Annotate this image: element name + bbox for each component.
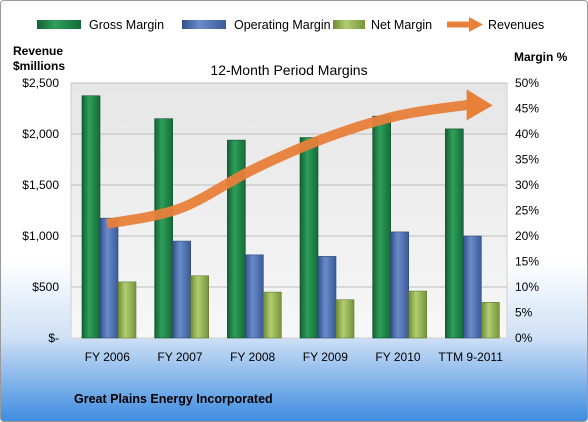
operating-margin-bar: [172, 240, 191, 339]
right-tick-label: 15%: [515, 255, 539, 269]
blue-bar-swatch-icon: [182, 20, 226, 29]
legend: Gross Margin Operating Margin Net Margin…: [37, 17, 544, 32]
company-name: Great Plains Energy Incorporated: [74, 392, 273, 406]
gross-margin-bar: [299, 137, 319, 339]
revenue-series-line: [106, 99, 472, 229]
right-tick-label: 40%: [515, 127, 539, 141]
gridlines: [71, 82, 507, 288]
orange-arrow-icon: [447, 17, 483, 32]
right-tick-label: 45%: [515, 102, 539, 116]
left-tick-label: $1,000: [22, 229, 59, 243]
left-tick-label: $2,500: [22, 76, 59, 90]
category-axis-ticks: FY 2006 FY 2007 FY 2008 FY 2009 FY 2010 TTM 9…: [85, 350, 503, 364]
legend-item-operating-margin: Operating Margin: [182, 18, 331, 32]
operating-margin-bar: [99, 217, 119, 339]
category-label: FY 2009: [303, 350, 348, 364]
left-tick-label: $500: [32, 280, 59, 294]
net-margin-bar: [481, 301, 500, 339]
category-label: FY 2008: [230, 350, 275, 364]
chart-title: 12-Month Period Margins: [210, 62, 367, 78]
net-margin-bar: [263, 291, 282, 339]
legend-label: Operating Margin: [234, 18, 331, 32]
legend-label: Gross Margin: [89, 18, 164, 32]
legend-item-net-margin: Net Margin: [333, 18, 432, 32]
olive-bar-swatch-icon: [333, 20, 365, 29]
operating-margin-bar: [390, 231, 409, 339]
plot-area: [70, 82, 508, 339]
operating-margin-bar: [463, 235, 482, 339]
net-margin-bar: [335, 299, 355, 339]
legend-item-gross-margin: Gross Margin: [37, 18, 164, 32]
left-tick-label: $2,000: [22, 127, 59, 141]
left-tick-label: $-: [48, 331, 59, 345]
right-tick-label: 25%: [515, 204, 539, 218]
legend-label: Revenues: [488, 18, 544, 32]
right-tick-label: 35%: [515, 153, 539, 167]
net-margin-bar: [408, 290, 427, 339]
bar-series: [81, 95, 500, 339]
category-label: TTM 9-2011: [438, 350, 503, 364]
gross-margin-bar: [154, 118, 173, 339]
right-axis-title: Margin %: [514, 50, 568, 64]
gross-margin-bar: [372, 115, 391, 339]
net-margin-bar: [190, 275, 209, 339]
right-tick-label: 5%: [515, 306, 533, 320]
revenue-arrowhead: [466, 89, 493, 121]
left-axis-title-line2: $millions: [13, 59, 65, 73]
gross-margin-bar: [227, 139, 246, 339]
left-axis-ticks: $- $500 $1,000 $1,500 $2,000 $2,500: [22, 76, 59, 345]
right-tick-label: 30%: [515, 178, 539, 192]
right-tick-label: 50%: [515, 76, 539, 90]
right-axis-ticks: 0% 5% 10% 15% 20% 25% 30% 35% 40% 45% 50%: [515, 76, 539, 345]
right-tick-label: 10%: [515, 280, 539, 294]
operating-margin-bar: [245, 254, 264, 339]
category-label: FY 2006: [85, 350, 130, 364]
green-bar-swatch-icon: [37, 20, 81, 29]
legend-label: Net Margin: [371, 18, 432, 32]
category-label: FY 2010: [375, 350, 420, 364]
gross-margin-bar: [81, 95, 101, 339]
legend-item-revenues: Revenues: [447, 17, 544, 32]
left-axis-title-line1: Revenue: [13, 44, 63, 58]
revenue-line: [106, 89, 493, 229]
category-label: FY 2007: [157, 350, 202, 364]
operating-margin-bar: [317, 256, 337, 339]
left-tick-label: $1,500: [22, 178, 59, 192]
gross-margin-bar: [445, 128, 464, 339]
right-tick-label: 0%: [515, 331, 533, 345]
net-margin-bar: [117, 281, 137, 339]
right-tick-label: 20%: [515, 229, 539, 243]
